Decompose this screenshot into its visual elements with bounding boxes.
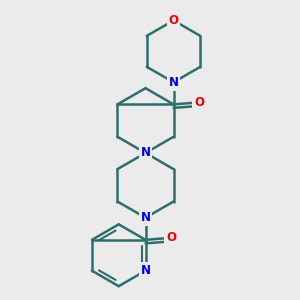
Text: N: N	[140, 146, 151, 159]
Text: O: O	[169, 14, 178, 27]
Text: N: N	[169, 76, 178, 89]
Text: O: O	[194, 96, 204, 109]
Text: O: O	[166, 231, 176, 244]
Text: N: N	[140, 264, 151, 277]
Text: N: N	[140, 211, 151, 224]
